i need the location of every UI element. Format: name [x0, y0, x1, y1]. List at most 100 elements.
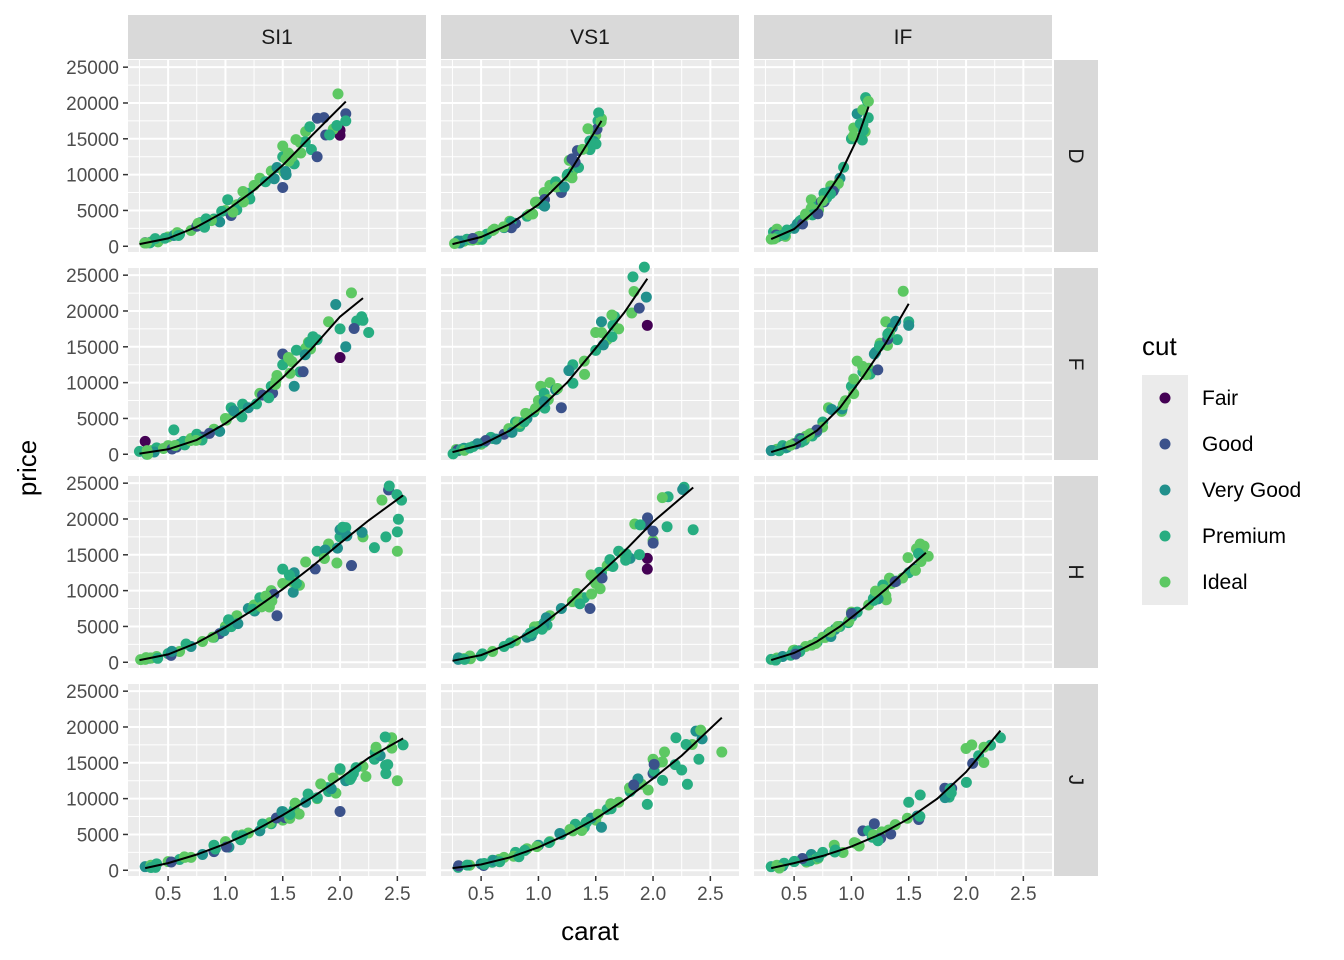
strip-D: D	[1054, 60, 1098, 252]
y-tick-label: 10000	[66, 374, 119, 395]
data-point	[237, 186, 249, 198]
legend-title: cut	[1142, 331, 1177, 361]
x-tick-label: 1.5	[583, 884, 609, 905]
data-point	[152, 652, 164, 664]
data-point	[331, 542, 343, 554]
data-point	[363, 326, 375, 338]
data-point	[592, 808, 604, 820]
data-point	[657, 774, 669, 786]
trend-line	[144, 737, 404, 870]
data-point	[348, 323, 360, 335]
data-point	[340, 115, 352, 127]
strip-background	[1054, 476, 1098, 668]
y-tick-label: 10000	[66, 582, 119, 603]
strip-background	[1054, 268, 1098, 460]
y-tick-label: 5000	[77, 409, 119, 430]
data-point	[397, 739, 409, 751]
panel-data-VS1-J	[452, 716, 728, 873]
data-point	[642, 784, 654, 796]
panel-data-IF-H	[765, 538, 934, 666]
data-point	[311, 545, 323, 557]
trend-line	[452, 278, 649, 454]
data-point	[978, 741, 990, 753]
data-point	[323, 316, 335, 328]
strip-label: IF	[894, 26, 913, 49]
x-tick-label: 2.0	[953, 884, 979, 905]
data-point	[872, 364, 884, 376]
data-point	[334, 806, 346, 818]
panel-VS1-D	[441, 60, 739, 252]
data-point	[641, 563, 653, 575]
y-tick-label: 25000	[66, 474, 119, 495]
panel-data-IF-F	[765, 285, 915, 457]
y-tick-label: 5000	[77, 825, 119, 846]
strip-label: J	[1064, 775, 1087, 786]
data-point	[142, 448, 154, 460]
legend-label: Fair	[1202, 387, 1238, 410]
data-point	[613, 323, 625, 335]
legend-item-very-good: Very Good	[1159, 479, 1301, 502]
data-point	[605, 798, 617, 810]
data-point	[677, 483, 689, 495]
data-point	[383, 480, 395, 492]
data-point	[670, 732, 682, 744]
y-tick-label: 15000	[66, 338, 119, 359]
data-point	[356, 311, 368, 323]
data-point	[596, 326, 608, 338]
data-point	[368, 542, 380, 554]
panel-data-VS1-H	[452, 481, 699, 665]
data-point	[695, 724, 707, 736]
data-point	[324, 129, 336, 141]
x-tick-label: 2.0	[640, 884, 666, 905]
data-point	[290, 344, 302, 356]
panel-data-SI1-H	[135, 480, 408, 666]
legend-label: Premium	[1202, 525, 1286, 548]
legend: cut Fair Good Very Good Premium Ideal	[1142, 331, 1301, 605]
data-point	[641, 798, 653, 810]
data-point	[914, 789, 926, 801]
x-tick-label: 0.5	[155, 884, 181, 905]
strip-background	[1054, 60, 1098, 252]
data-point	[590, 344, 602, 356]
strip-label: VS1	[570, 26, 610, 49]
data-point	[270, 375, 282, 387]
y-tick-label: 10000	[66, 790, 119, 811]
strip-J: J	[1054, 684, 1098, 876]
data-point	[555, 402, 567, 414]
x-tick-label: 2.5	[1010, 884, 1036, 905]
data-point	[872, 835, 884, 847]
data-point	[647, 537, 659, 549]
data-point	[340, 341, 352, 353]
legend-swatch	[1159, 530, 1171, 542]
data-point	[574, 598, 586, 610]
data-point	[318, 552, 330, 564]
data-point	[897, 285, 909, 297]
data-point	[391, 775, 403, 787]
y-tick-label: 20000	[66, 718, 119, 739]
panel-IF-J	[754, 684, 1052, 876]
panel-data-VS1-F	[447, 261, 653, 460]
data-point	[680, 738, 692, 750]
data-point	[315, 778, 327, 790]
panel-data-VS1-D	[449, 107, 607, 249]
trend-line	[770, 729, 1002, 870]
panels-layer	[128, 60, 1052, 876]
trend-line	[139, 297, 364, 455]
legend-item-ideal: Ideal	[1159, 571, 1248, 594]
panel-background	[128, 476, 426, 668]
data-point	[582, 123, 594, 135]
data-point	[848, 373, 860, 385]
data-point	[263, 392, 275, 404]
data-point	[944, 783, 956, 795]
legend-label: Very Good	[1202, 479, 1301, 502]
y-tick-label: 5000	[77, 201, 119, 222]
data-point	[346, 560, 357, 572]
panel-background	[128, 60, 426, 252]
panel-VS1-F	[441, 268, 739, 460]
strip-background	[754, 15, 1052, 59]
y-tick-label: 20000	[66, 94, 119, 115]
trend-line	[770, 551, 927, 662]
data-point	[647, 525, 659, 537]
data-point	[634, 519, 646, 531]
data-point	[337, 521, 349, 533]
